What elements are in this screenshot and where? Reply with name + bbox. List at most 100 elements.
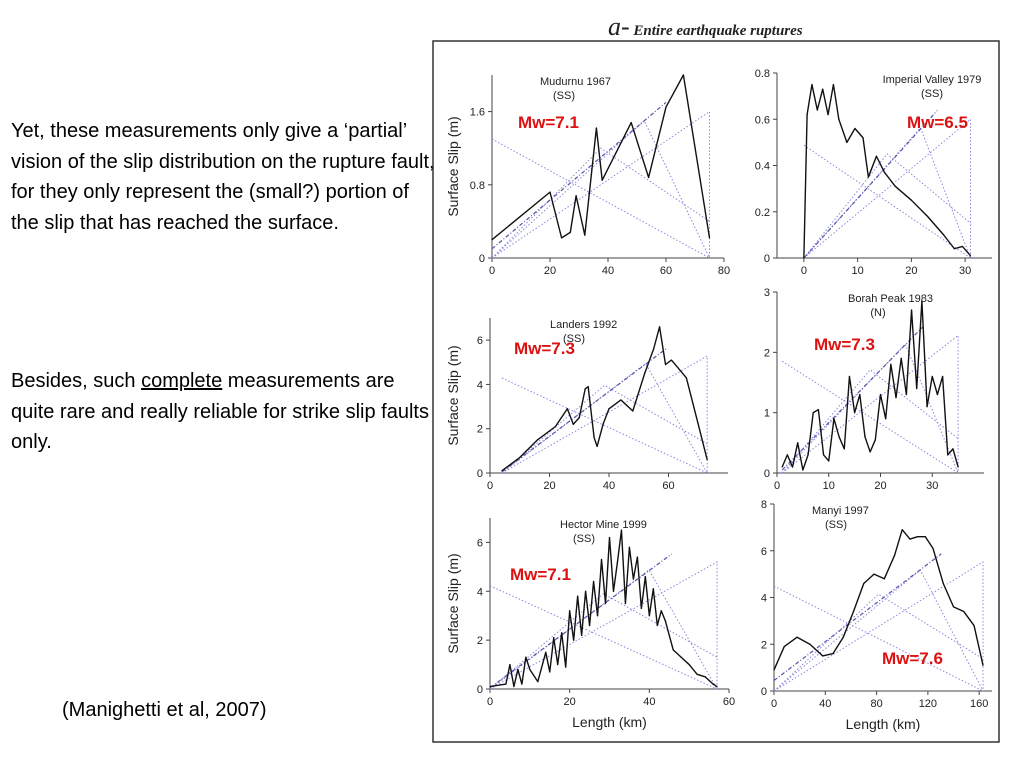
slip-point [803, 257, 805, 259]
slip-point [537, 681, 539, 683]
slip-point [905, 393, 907, 396]
slip-point [596, 615, 599, 617]
slip-point [660, 610, 662, 612]
x-tick-label: 20 [544, 265, 556, 277]
slip-point [561, 237, 563, 239]
slip-point [672, 649, 674, 651]
slip-point [943, 234, 945, 236]
model-envelope-line [803, 153, 971, 259]
slip-point [833, 418, 835, 420]
slip-point [869, 451, 871, 453]
slip-point [846, 141, 848, 143]
model-envelope-line [803, 118, 971, 259]
slip-curve [773, 529, 984, 671]
panel-4: 0 20 40 60 0 2 4 6 Hector Mine 1999 (SS) Mw=7.1 Sur… [445, 518, 735, 730]
x-tick-label: 160 [970, 698, 988, 710]
y-tick-label: 2 [764, 347, 770, 359]
x-tick-label: 80 [870, 698, 882, 710]
y-axis-label: Surface Slip (m) [445, 345, 461, 445]
slip-point [969, 255, 972, 257]
slip-point [620, 529, 623, 531]
slip-point [644, 576, 646, 578]
slip-point [952, 448, 954, 450]
x-tick-label: 40 [602, 265, 614, 277]
slip-point [575, 195, 577, 197]
slip-point [716, 685, 718, 688]
slip-point [796, 636, 798, 638]
y-tick-label: 0.6 [755, 114, 770, 126]
y-tick-label: 4 [477, 586, 483, 598]
y-axis-label: Surface Slip (m) [445, 553, 461, 653]
y-tick-label: 1 [764, 408, 770, 420]
figure-title-text: Entire earthquake ruptures [633, 23, 803, 39]
slip-point [936, 393, 939, 396]
y-tick-label: 0 [479, 253, 485, 265]
slip-point [942, 582, 944, 585]
slip-point [685, 377, 687, 379]
slip-point [587, 386, 589, 388]
slip-point [822, 88, 824, 90]
x-tick-label: 60 [662, 480, 674, 492]
slip-point [806, 114, 808, 116]
trend-line [803, 110, 938, 259]
slip-point [783, 645, 785, 648]
slip-point [862, 137, 864, 139]
slip-point [885, 418, 887, 420]
paragraph-partial-vision: Yet, these measurements only give a ‘par… [11, 120, 435, 234]
slip-point [630, 121, 632, 124]
slip-point [525, 656, 527, 658]
slip-point [628, 546, 631, 548]
slip-point [854, 412, 856, 414]
trend-line [489, 553, 672, 689]
x-tick-label: 20 [874, 480, 886, 492]
figure-title: a- Entire earthquake ruptures [608, 12, 803, 42]
slip-point [924, 536, 926, 538]
slip-point [832, 83, 835, 86]
slip-point [807, 454, 809, 456]
slip-point [947, 454, 949, 456]
slip-point [648, 176, 650, 179]
slip-point [664, 363, 667, 366]
y-tick-label: 3 [764, 287, 770, 299]
slip-point [640, 607, 642, 609]
slip-point [561, 632, 563, 634]
x-tick-label: 30 [926, 480, 938, 492]
x-tick-label: 0 [487, 696, 493, 708]
slip-point [704, 676, 706, 678]
para2-end: measurements are quite rare and really r… [11, 370, 429, 453]
slip-point [517, 668, 519, 671]
y-tick-label: 2 [477, 635, 483, 647]
magnitude-label: Mw=7.3 [814, 335, 875, 354]
y-tick-label: 0 [764, 468, 770, 480]
slip-point [791, 466, 794, 468]
slip-point [712, 683, 714, 685]
slip-point [612, 590, 615, 592]
x-axis-label: Length (km) [572, 714, 647, 730]
slip-point [578, 417, 580, 419]
slip-point [797, 442, 799, 444]
slip-point [921, 300, 923, 302]
slip-point [648, 615, 650, 617]
slip-point [595, 127, 597, 129]
x-tick-label: 40 [819, 698, 831, 710]
slip-point [883, 171, 886, 174]
y-tick-label: 0.2 [755, 207, 770, 219]
x-tick-label: 60 [660, 265, 672, 277]
x-axis-label: Length (km) [846, 716, 921, 732]
panel-title: Borah Peak 1983 [848, 293, 933, 305]
slip-point [931, 375, 933, 378]
slip-point [584, 388, 586, 390]
panel-title: Mudurnu 1967 [540, 76, 611, 88]
slip-point [491, 239, 493, 241]
slip-point [917, 536, 919, 538]
slip-point [588, 624, 591, 627]
model-envelope-line [489, 593, 718, 690]
slip-point [848, 375, 851, 378]
slip-point [842, 636, 844, 638]
slip-point [596, 445, 598, 448]
slip-point [822, 655, 824, 657]
panel-1: 0 10 20 30 0 0.2 0.4 0.6 0.8 Imperial Valley 1979… [755, 68, 992, 277]
slip-point [953, 248, 955, 250]
slip-point [802, 469, 804, 471]
